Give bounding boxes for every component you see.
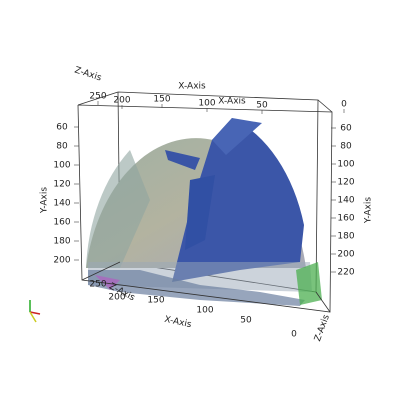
top-x-tick-label: 250 <box>89 92 106 102</box>
bottom-x-tick-label: 50 <box>240 316 252 326</box>
bounding-box-front <box>77 91 333 313</box>
grain-map <box>86 118 322 306</box>
right-y-tick-label: 80 <box>340 142 352 152</box>
orientation-axes <box>29 300 41 323</box>
right-y-tick-label: 220 <box>337 268 354 278</box>
left-y-tick-label: 100 <box>53 161 70 171</box>
left-y-tick-label: 120 <box>53 180 70 190</box>
right-y-tick-label: 140 <box>337 196 354 206</box>
right-y-tick-label: 120 <box>337 178 354 188</box>
top-x-tick-label: 150 <box>153 95 170 105</box>
right-y-tick-label: 100 <box>337 160 354 170</box>
right-y-tick-label: 60 <box>340 124 352 134</box>
top-x-tick-label: 200 <box>113 96 130 106</box>
right-y-tick-label: 160 <box>337 214 354 224</box>
axis-title: Y-Axis <box>40 187 50 214</box>
left-y-tick-label: 160 <box>53 218 70 228</box>
right-y-tick-label: 200 <box>337 250 354 260</box>
bottom-x-tick-label: 250 <box>89 280 106 290</box>
top-x-tick-label: 0 <box>341 100 347 110</box>
axis-title: X-Axis <box>163 315 192 331</box>
top-x-tick-label: 50 <box>256 101 268 111</box>
left-y-tick-label: 80 <box>56 142 68 152</box>
axis-title: X-Axis <box>178 82 206 92</box>
axis-title: Y-Axis <box>364 197 374 224</box>
axis-title: Z-Axis <box>313 313 332 343</box>
right-y-tick-label: 180 <box>337 232 354 242</box>
top-x-tick-label: 100 <box>198 99 215 109</box>
left-y-tick-label: 140 <box>53 199 70 209</box>
left-y-tick-label: 60 <box>56 123 68 133</box>
bottom-x-tick-label: 150 <box>147 296 164 306</box>
left-y-tick-label: 180 <box>53 237 70 247</box>
axis-title: X-Axis <box>218 97 246 107</box>
bottom-x-tick-label: 100 <box>196 306 213 316</box>
axis-title: Z-Axis <box>73 65 103 83</box>
bottom-x-tick-label: 0 <box>291 330 297 340</box>
bottom-x-tick-label: 200 <box>108 293 125 303</box>
left-y-tick-label: 200 <box>53 256 70 266</box>
